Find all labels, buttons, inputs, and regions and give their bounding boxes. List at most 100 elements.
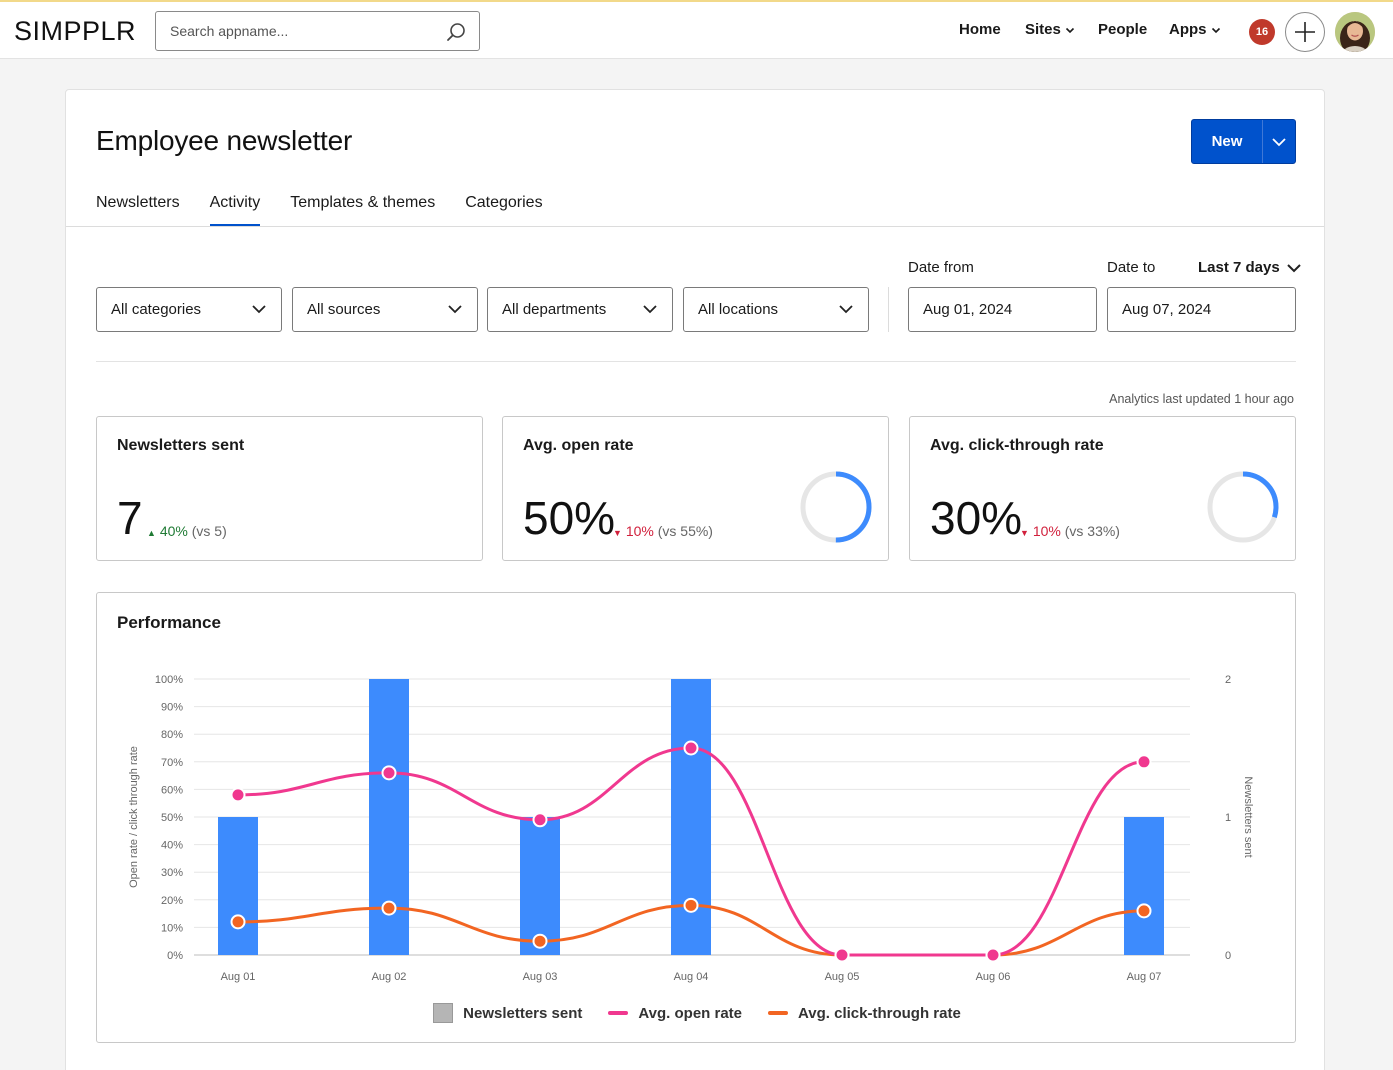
search-input[interactable] <box>170 13 440 49</box>
tab-templates-themes[interactable]: Templates & themes <box>290 194 436 211</box>
open-rate-donut <box>800 471 872 543</box>
y2-tick-label: 0 <box>1225 950 1231 962</box>
stat-title: Avg. open rate <box>523 437 634 454</box>
trend-up-icon: ▲ <box>147 528 156 538</box>
bar-newsletters-sent <box>671 679 711 955</box>
date-range-label: Last 7 days <box>1198 259 1280 276</box>
categories-select[interactable]: All categories <box>96 287 282 332</box>
tab-bar: Newsletters Activity Templates & themes … <box>96 194 573 226</box>
legend-label: Newsletters sent <box>463 1004 583 1022</box>
point-click-through-rate <box>1136 903 1152 919</box>
departments-select[interactable]: All departments <box>487 287 673 332</box>
x-tick-label: Aug 02 <box>372 971 407 983</box>
bar-newsletters-sent <box>520 817 560 955</box>
tab-activity[interactable]: Activity <box>209 194 261 226</box>
create-button[interactable] <box>1285 12 1325 52</box>
legend-swatch <box>608 1011 629 1015</box>
date-from-label: Date from <box>908 259 974 276</box>
point-open-rate <box>381 765 397 781</box>
user-avatar[interactable] <box>1335 12 1375 52</box>
stat-value: 7 <box>117 492 143 544</box>
notifications-badge[interactable]: 16 <box>1249 19 1275 45</box>
performance-title: Performance <box>117 613 221 632</box>
stat-card-newsletters-sent: Newsletters sent 7 ▲ 40% (vs 5) <box>96 416 483 561</box>
stat-title: Newsletters sent <box>117 437 245 454</box>
new-dropdown-toggle[interactable] <box>1263 120 1295 163</box>
line-open-rate <box>237 746 1145 957</box>
filters-divider <box>888 287 889 332</box>
nav-apps[interactable]: Apps <box>1169 21 1221 38</box>
bar-newsletters-sent <box>218 817 258 955</box>
legend-swatch <box>768 1011 789 1015</box>
legend-click-through-rate[interactable]: Avg. click-through rate <box>768 1003 961 1023</box>
avatar-image <box>1335 12 1375 52</box>
point-open-rate <box>230 787 246 803</box>
tab-categories[interactable]: Categories <box>465 194 543 211</box>
stat-title: Avg. click-through rate <box>930 437 1104 454</box>
donut-arc <box>800 471 872 543</box>
sources-select[interactable]: All sources <box>292 287 478 332</box>
donut-arc <box>1207 471 1279 543</box>
stat-delta: ▼ 10% (vs 55%) <box>613 523 713 539</box>
main-card: Employee newsletter New Newsletters Acti… <box>65 89 1325 1070</box>
point-open-rate <box>834 947 850 963</box>
y-tick-label: 40% <box>161 840 183 852</box>
y2-axis-label: Newsletters sent <box>1242 776 1254 857</box>
search-icon[interactable] <box>445 21 467 43</box>
legend-newsletters-sent[interactable]: Newsletters sent <box>433 1003 582 1023</box>
new-button[interactable]: New <box>1191 119 1296 164</box>
nav-apps-label: Apps <box>1169 21 1207 38</box>
sources-select-value: All sources <box>307 301 381 318</box>
analytics-updated-text: Analytics last updated 1 hour ago <box>1109 392 1294 406</box>
y-tick-label: 10% <box>161 922 183 934</box>
stat-value: 50% <box>523 492 616 544</box>
nav-people[interactable]: People <box>1098 21 1147 38</box>
y-tick-label: 60% <box>161 784 183 796</box>
nav-sites[interactable]: Sites <box>1025 21 1075 38</box>
x-tick-label: Aug 03 <box>523 971 558 983</box>
point-click-through-rate <box>381 900 397 916</box>
trend-down-icon: ▼ <box>1020 528 1029 538</box>
stat-compare: (vs 33%) <box>1064 523 1120 539</box>
search-box[interactable] <box>155 11 480 51</box>
button-divider <box>1262 120 1263 163</box>
plus-icon <box>1295 22 1315 42</box>
x-tick-label: Aug 04 <box>674 971 709 983</box>
locations-select[interactable]: All locations <box>683 287 869 332</box>
tab-newsletters[interactable]: Newsletters <box>96 194 180 211</box>
x-tick-label: Aug 07 <box>1127 971 1162 983</box>
click-through-rate-donut <box>1207 471 1279 543</box>
y-tick-label: 50% <box>161 812 183 824</box>
date-to-field[interactable]: Aug 07, 2024 <box>1107 287 1296 332</box>
nav-people-label: People <box>1098 21 1148 38</box>
nav-sites-label: Sites <box>1025 21 1061 38</box>
chevron-down-icon <box>448 305 462 314</box>
tabs-divider <box>66 226 1324 227</box>
y-tick-label: 30% <box>161 867 183 879</box>
point-click-through-rate <box>683 897 699 913</box>
chevron-down-icon <box>1211 27 1220 33</box>
date-to-label: Date to <box>1107 259 1156 276</box>
x-tick-label: Aug 01 <box>221 971 256 983</box>
stat-delta-value: 10% <box>1032 523 1061 539</box>
date-range-dropdown[interactable]: Last 7 days <box>1198 259 1302 276</box>
new-button-label[interactable]: New <box>1211 133 1243 150</box>
stat-delta-value: 40% <box>159 523 188 539</box>
legend-label: Avg. open rate <box>638 1004 743 1022</box>
y2-tick-label: 1 <box>1225 812 1231 824</box>
stat-card-click-through-rate: Avg. click-through rate 30% ▼ 10% (vs 33… <box>909 416 1296 561</box>
app-logo[interactable]: SIMPPLR <box>14 16 137 46</box>
date-from-field[interactable]: Aug 01, 2024 <box>908 287 1097 332</box>
y2-tick-label: 2 <box>1225 674 1231 686</box>
performance-chart: 0% 10% 20% 30% 40% 50% 60% 70% 80% 90% 100% 0 1 2 Open… <box>128 674 1254 983</box>
top-bar: SIMPPLR Home Sites People Apps 16 <box>0 0 1393 59</box>
point-open-rate <box>532 812 548 828</box>
stat-delta: ▼ 10% (vs 33%) <box>1020 523 1120 539</box>
filters-rule <box>96 361 1296 362</box>
nav-home[interactable]: Home <box>959 21 1001 38</box>
x-tick-label: Aug 05 <box>825 971 860 983</box>
y-tick-label: 70% <box>161 757 183 769</box>
stat-value: 30% <box>930 492 1023 544</box>
bar-newsletters-sent <box>1124 817 1164 955</box>
legend-open-rate[interactable]: Avg. open rate <box>608 1003 742 1023</box>
